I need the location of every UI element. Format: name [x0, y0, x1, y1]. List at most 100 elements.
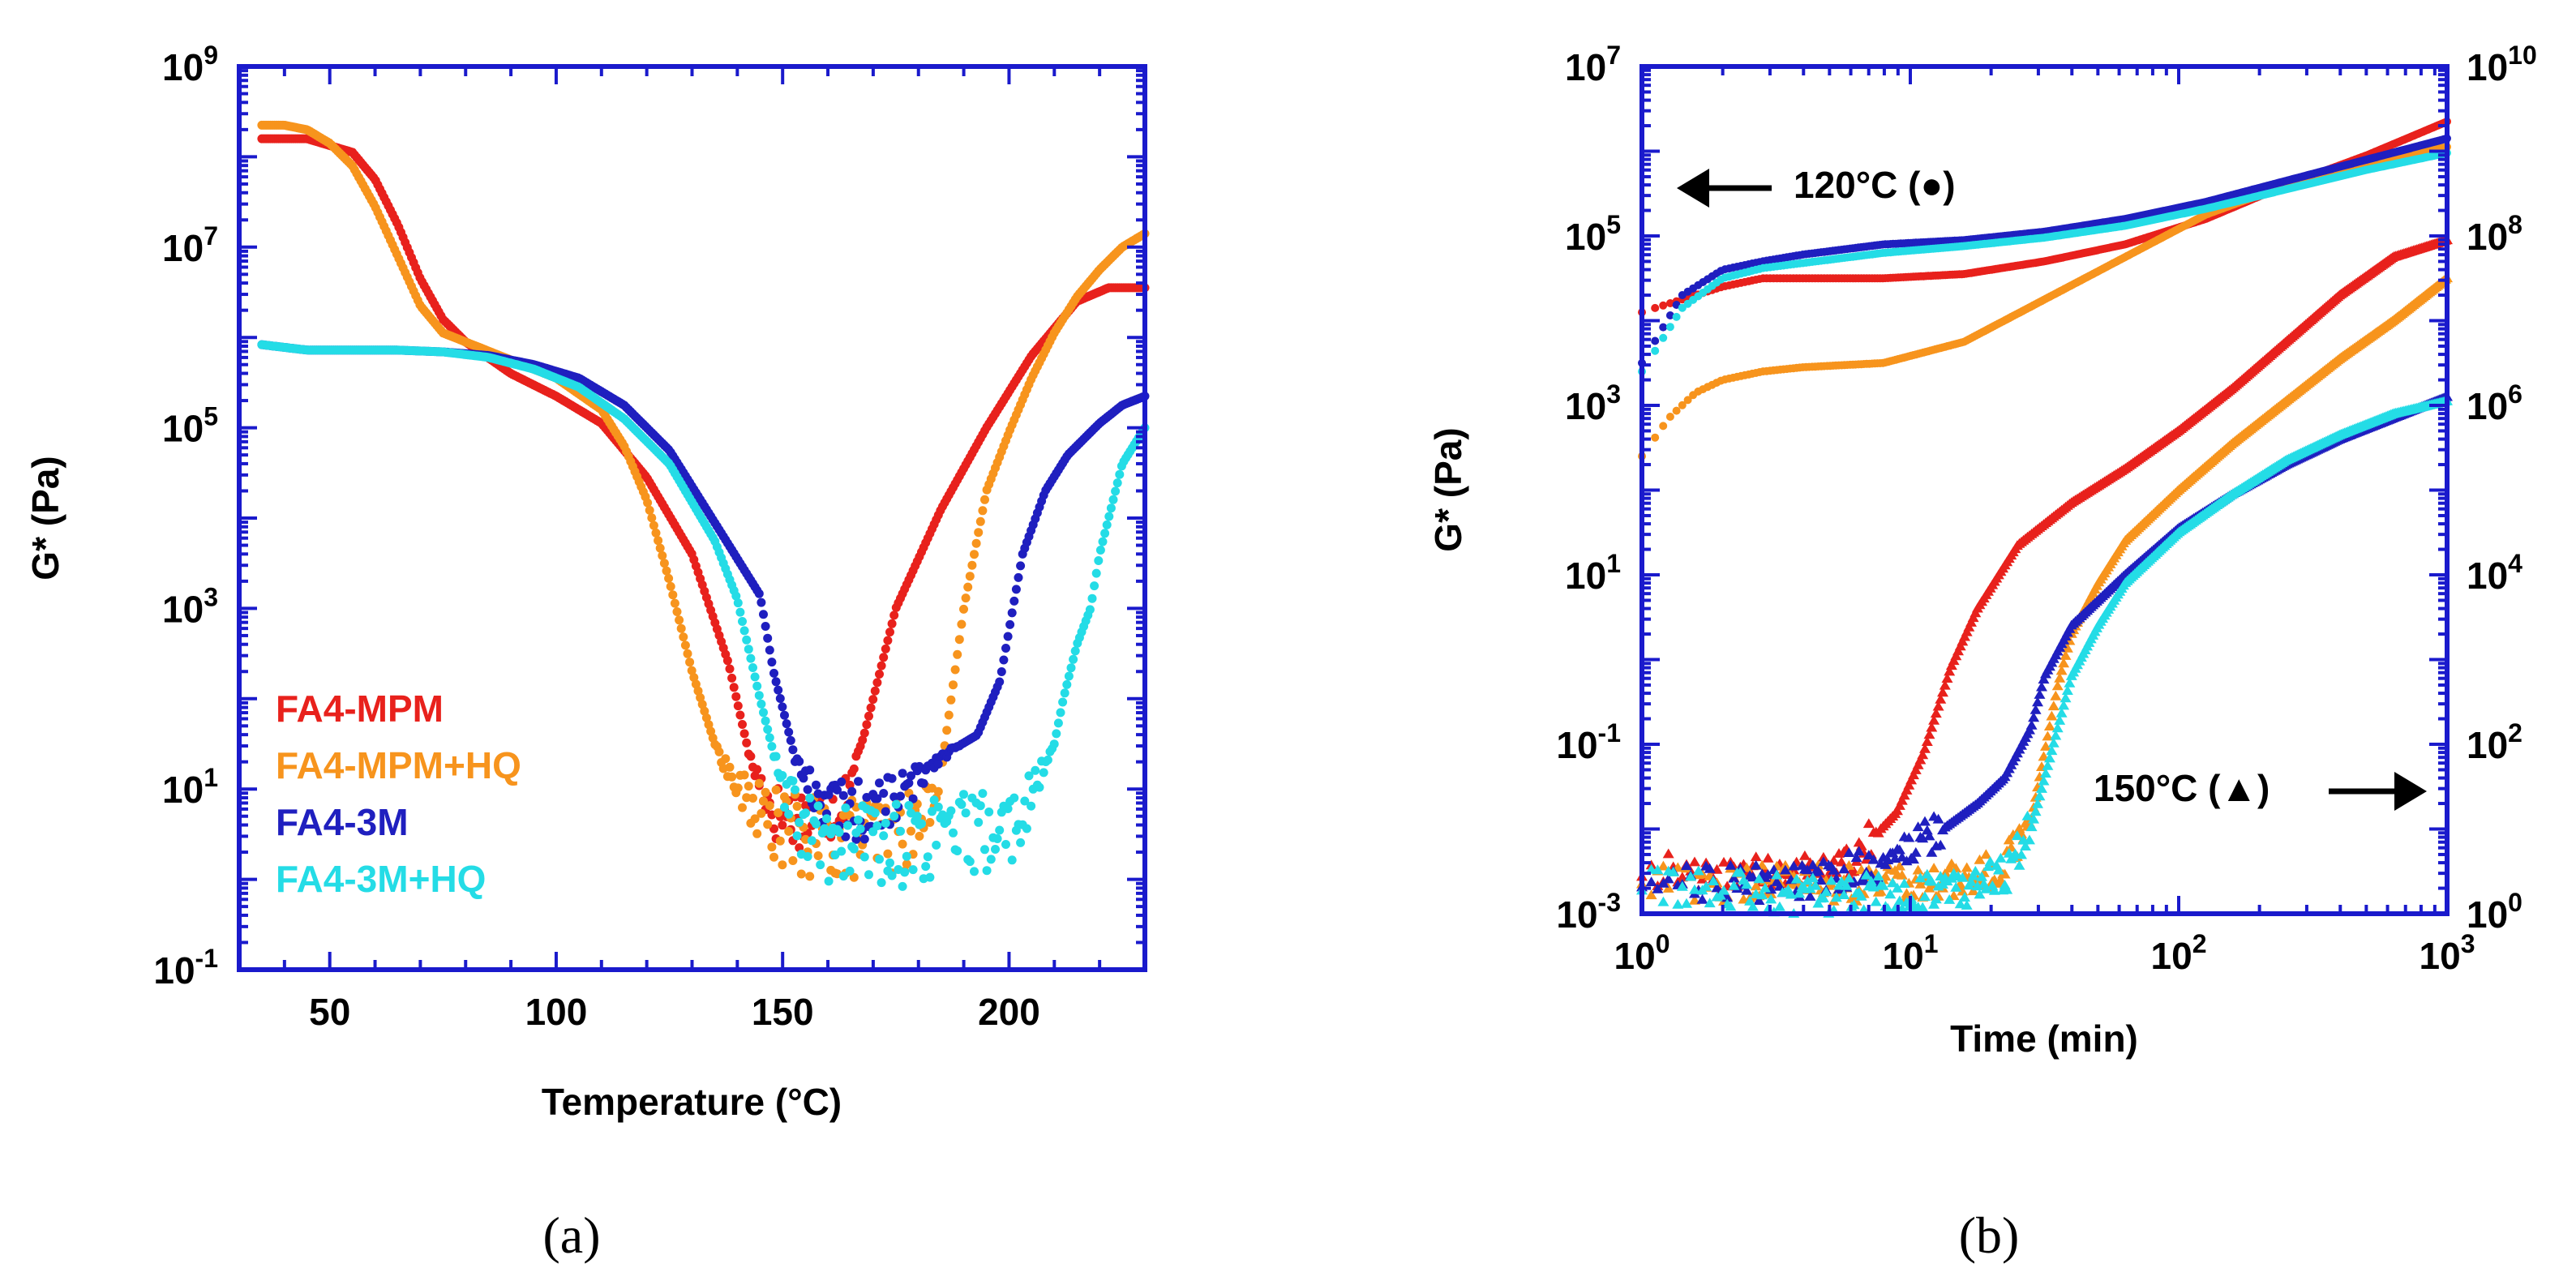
data-point-triangle: [1988, 885, 2000, 895]
data-point: [838, 872, 848, 881]
data-point-triangle: [1961, 862, 1973, 872]
data-point: [870, 808, 880, 818]
data-point: [974, 817, 984, 827]
data-point-triangle: [1944, 666, 1956, 676]
data-point-triangle: [1970, 865, 1982, 876]
data-point-triangle: [1855, 890, 1867, 901]
data-point: [754, 589, 764, 598]
data-point-triangle: [1917, 749, 1929, 760]
data-point: [887, 773, 897, 783]
data-point-triangle: [1850, 852, 1862, 863]
data-point-triangle: [1667, 867, 1679, 876]
data-point: [738, 617, 747, 626]
data-point: [954, 635, 964, 645]
data-point: [862, 720, 872, 730]
data-point: [1014, 572, 1023, 582]
data-point-triangle: [1652, 883, 1664, 893]
data-point: [763, 820, 773, 829]
y-tick-label: 105: [162, 402, 218, 450]
data-point: [784, 826, 794, 836]
data-point: [859, 834, 869, 844]
data-point: [1062, 679, 1072, 689]
data-point-triangle: [1718, 885, 1729, 895]
data-point: [731, 591, 741, 601]
data-point: [1115, 469, 1125, 479]
x-tick-label: 50: [309, 991, 350, 1033]
data-point-triangle: [1804, 883, 1816, 893]
series-150c-fa4-mpm-hq: [1636, 272, 2453, 906]
data-point: [1022, 824, 1031, 833]
data-point-triangle: [1932, 700, 1944, 711]
data-point: [980, 845, 989, 855]
data-point-triangle: [1974, 889, 1986, 899]
data-point-circle: [1665, 413, 1674, 421]
legend-entry-fa4-mpm: FA4-MPM: [276, 688, 444, 730]
data-point-triangle: [1843, 872, 1855, 883]
data-point-circle: [1665, 311, 1674, 319]
data-point: [881, 644, 890, 653]
data-point: [970, 867, 979, 876]
data-point-triangle: [1912, 759, 1924, 769]
data-point-triangle: [1807, 872, 1819, 883]
data-point-triangle: [1870, 896, 1882, 906]
data-point: [675, 615, 684, 625]
data-point-triangle: [1662, 848, 1674, 859]
data-point: [685, 658, 695, 667]
data-point: [999, 655, 1009, 665]
data-point: [771, 752, 781, 761]
data-point-circle: [1665, 299, 1674, 307]
data-point: [761, 716, 770, 726]
data-point: [812, 780, 821, 790]
data-point-triangle: [1950, 650, 1962, 661]
data-point: [950, 665, 960, 675]
data-point-triangle: [1790, 873, 1802, 884]
data-point: [1031, 765, 1040, 775]
data-point: [824, 876, 834, 886]
data-point: [975, 516, 985, 526]
data-point-triangle: [1944, 894, 1956, 904]
data-point: [1102, 520, 1112, 529]
data-point-triangle: [1759, 882, 1771, 893]
data-point-triangle: [1728, 872, 1740, 883]
data-point: [1091, 568, 1101, 578]
data-point: [881, 818, 890, 828]
data-point: [757, 699, 766, 709]
data-point: [963, 582, 973, 592]
data-point: [733, 783, 743, 793]
data-point-triangle: [1893, 895, 1905, 906]
data-point-triangle: [1753, 895, 1765, 905]
data-point: [933, 786, 943, 796]
panel-b-plot-frame: [1639, 64, 2450, 916]
data-point: [942, 726, 952, 735]
data-point-triangle: [1753, 873, 1765, 884]
data-point-triangle: [1980, 883, 1992, 893]
data-point: [957, 799, 967, 809]
data-point: [780, 710, 789, 720]
data-point: [813, 851, 823, 860]
data-point-triangle: [1685, 871, 1697, 881]
data-point: [725, 664, 735, 674]
data-point: [1094, 556, 1104, 565]
data-point: [765, 801, 774, 811]
data-point: [680, 640, 690, 650]
data-point-triangle: [1974, 854, 1986, 864]
data-point-triangle: [1896, 795, 1908, 805]
data-point-triangle: [1734, 867, 1747, 876]
data-point-triangle: [1909, 846, 1922, 857]
data-point: [771, 785, 781, 795]
data-point-triangle: [1926, 876, 1938, 886]
data-point: [971, 538, 981, 548]
data-point: [928, 807, 937, 816]
data-point-triangle: [1741, 885, 1753, 895]
data-point: [925, 872, 935, 882]
data-point: [643, 498, 653, 508]
data-point-triangle: [2020, 841, 2031, 850]
data-point: [949, 828, 958, 838]
series-fa4-mpm-hq: [257, 120, 1150, 882]
data-point-triangle: [2051, 722, 2064, 733]
data-point-triangle: [2030, 806, 2042, 816]
data-point: [946, 806, 956, 816]
data-point-triangle: [1923, 830, 1935, 841]
data-point-triangle: [1928, 714, 1940, 725]
